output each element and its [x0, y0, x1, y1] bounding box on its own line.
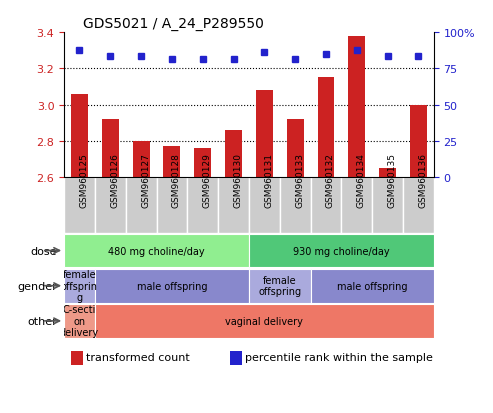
- Bar: [349, 37, 365, 178]
- Text: gender: gender: [17, 281, 57, 291]
- Bar: [194, 149, 211, 178]
- FancyBboxPatch shape: [95, 304, 434, 338]
- FancyBboxPatch shape: [126, 178, 157, 233]
- Text: GSM960125: GSM960125: [79, 153, 89, 208]
- FancyBboxPatch shape: [187, 178, 218, 233]
- Bar: [379, 169, 396, 178]
- Text: GSM960128: GSM960128: [172, 153, 181, 208]
- Text: female
offspring: female offspring: [258, 275, 301, 297]
- Text: GSM960130: GSM960130: [234, 153, 243, 208]
- Text: percentile rank within the sample: percentile rank within the sample: [246, 352, 433, 362]
- Text: GSM960136: GSM960136: [419, 153, 427, 208]
- Text: GSM960133: GSM960133: [295, 153, 304, 208]
- FancyBboxPatch shape: [95, 178, 126, 233]
- FancyBboxPatch shape: [218, 178, 249, 233]
- Text: GSM960134: GSM960134: [357, 153, 366, 208]
- Bar: [102, 120, 119, 178]
- FancyBboxPatch shape: [64, 178, 95, 233]
- FancyBboxPatch shape: [95, 269, 249, 303]
- Text: GSM960131: GSM960131: [264, 153, 274, 208]
- Text: GSM960129: GSM960129: [203, 153, 212, 208]
- Text: GSM960126: GSM960126: [110, 153, 119, 208]
- Bar: [133, 142, 149, 178]
- FancyBboxPatch shape: [403, 178, 434, 233]
- FancyBboxPatch shape: [64, 269, 95, 303]
- FancyBboxPatch shape: [64, 234, 249, 268]
- FancyBboxPatch shape: [280, 178, 311, 233]
- Text: vaginal delivery: vaginal delivery: [225, 316, 303, 326]
- Bar: [71, 95, 88, 178]
- FancyBboxPatch shape: [249, 234, 434, 268]
- Bar: [410, 105, 427, 178]
- Text: male offspring: male offspring: [337, 281, 408, 291]
- FancyBboxPatch shape: [64, 304, 95, 338]
- FancyBboxPatch shape: [311, 269, 434, 303]
- Bar: [71, 351, 83, 366]
- Text: other: other: [27, 316, 57, 326]
- Text: male offspring: male offspring: [137, 281, 207, 291]
- Text: transformed count: transformed count: [86, 352, 190, 362]
- Bar: [225, 131, 242, 178]
- Text: female
offsprin
g: female offsprin g: [61, 269, 98, 303]
- Text: C-secti
on
delivery: C-secti on delivery: [60, 304, 99, 338]
- Bar: [256, 91, 273, 178]
- FancyBboxPatch shape: [249, 269, 311, 303]
- Text: dose: dose: [30, 246, 57, 256]
- Bar: [287, 120, 304, 178]
- FancyBboxPatch shape: [311, 178, 341, 233]
- Text: 480 mg choline/day: 480 mg choline/day: [108, 246, 205, 256]
- Text: 930 mg choline/day: 930 mg choline/day: [293, 246, 389, 256]
- Text: GSM960127: GSM960127: [141, 153, 150, 208]
- Bar: [164, 147, 180, 178]
- Text: GSM960135: GSM960135: [387, 153, 397, 208]
- FancyBboxPatch shape: [157, 178, 187, 233]
- FancyBboxPatch shape: [249, 178, 280, 233]
- Bar: [231, 351, 242, 366]
- Bar: [317, 78, 334, 178]
- Text: GSM960132: GSM960132: [326, 153, 335, 208]
- FancyBboxPatch shape: [372, 178, 403, 233]
- Text: GDS5021 / A_24_P289550: GDS5021 / A_24_P289550: [83, 17, 263, 31]
- FancyBboxPatch shape: [341, 178, 372, 233]
